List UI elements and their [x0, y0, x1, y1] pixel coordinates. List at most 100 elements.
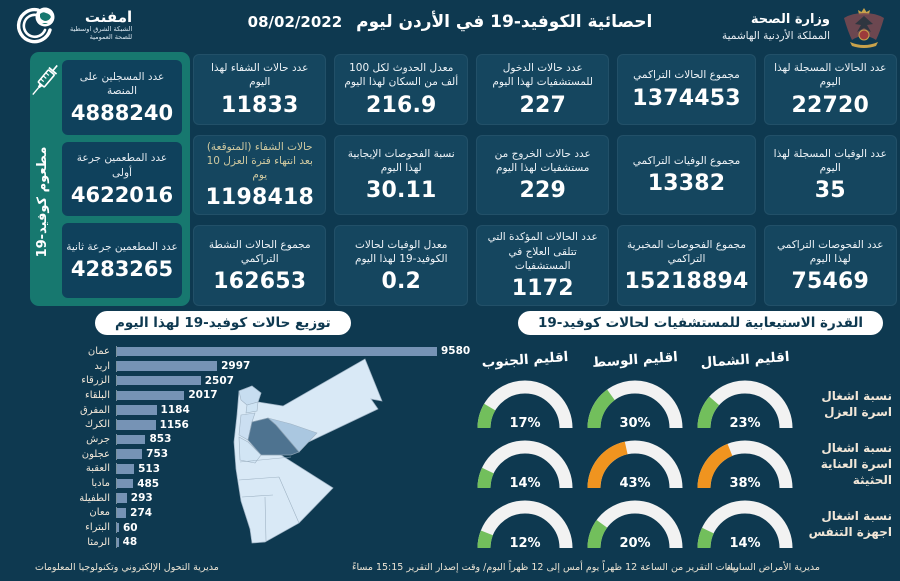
page-title: احصائية الكوفيد-19 في الأردن ليوم — [356, 12, 653, 32]
stats-grid: عدد الحالات المسجلة لهذا اليوم 22720 مجموع… — [193, 54, 897, 306]
bar — [117, 464, 135, 474]
report-date: 08/02/2022 — [247, 13, 343, 31]
gauge-value: 43% — [619, 476, 651, 491]
footer-diseases-directorate: مديرية الأمراض السارية — [726, 562, 820, 573]
stat-value: 4888240 — [70, 101, 174, 125]
title-block: احصائية الكوفيد-19 في الأردن ليوم 08/02/… — [248, 12, 653, 32]
gauge-arc — [477, 380, 573, 429]
bar-category-label: معان — [89, 507, 110, 519]
bar — [117, 361, 218, 371]
capacity-row-label: نسبة اشغال اسرة العناية الحثيثة — [820, 440, 892, 488]
bar-value-label: 1184 — [160, 404, 190, 417]
stat-card: مجموع الفحوصات المخبرية التراكمي 15218894 — [617, 225, 756, 306]
stat-value: 15218894 — [624, 268, 749, 294]
gauge-arc — [697, 380, 793, 429]
bar-row: العقبة 513 — [6, 462, 466, 477]
gauge: 43% — [580, 436, 690, 492]
bar — [117, 405, 157, 415]
kingdom-name: المملكة الأردنية الهاشمية — [721, 29, 830, 42]
stat-label: عدد الوفيات المسجلة لهذا اليوم — [773, 148, 887, 175]
bar-row: جرش 853 — [6, 432, 466, 447]
bar-category-label: الطفيلة — [79, 492, 110, 504]
stat-value: 4283265 — [70, 257, 174, 282]
gauge-grid: 17% 30% 23% نسبة اشغال اسرة العزل 14% 43% 38% ن… — [470, 376, 898, 552]
bar-value-label: 2017 — [188, 389, 218, 402]
bar-row: الزرقاء 2507 — [6, 373, 466, 388]
bar — [117, 478, 134, 489]
bar-row: معان 274 — [6, 506, 466, 521]
emphnet-name: امفنت — [84, 7, 133, 26]
bar — [117, 522, 119, 533]
stat-value: 229 — [519, 178, 566, 204]
bar-value-label: 485 — [137, 477, 160, 490]
gauge: 30% — [580, 376, 690, 432]
capacity-row-label: نسبة اشغال اسرة العزل — [821, 388, 892, 419]
bar-category-label: عجلون — [81, 448, 110, 460]
gauge: 38% — [690, 436, 800, 492]
stat-label: عدد المطعمين جرعة أولى — [76, 152, 168, 179]
bar-category-label: عمان — [87, 345, 110, 357]
bar-value-label: 293 — [130, 492, 153, 505]
bar — [117, 434, 146, 445]
bar — [117, 346, 437, 357]
bar-row: الكرك 1156 — [6, 417, 466, 432]
emphnet-subtitle-2: للصحة العمومية — [89, 32, 133, 41]
bar-category-label: مادبا — [91, 478, 110, 490]
stat-card: عدد الحالات المؤكدة التي تتلقى العلاج في… — [475, 225, 610, 306]
bar-value-label: 48 — [122, 536, 138, 549]
stat-label: عدد الفحوصات التراكمي لهذا اليوم — [776, 238, 884, 265]
footer: مديرية التحول الإلكتروني وتكنولوجيا المع… — [0, 562, 900, 578]
vaccination-stat-card: عدد المطعمين جرعة أولى 4622016 — [62, 141, 182, 217]
vaccination-panel: مطعوم كوفيد-19 عدد المسجلين على المنصة 48… — [30, 52, 190, 306]
stat-label: عدد الحالات المؤكدة التي تتلقى العلاج في… — [487, 231, 598, 272]
stat-label: عدد حالات الدخول للمستشفيات لهذا اليوم — [492, 62, 593, 89]
bar-zone: 274 — [116, 506, 153, 519]
bar-value-label: 1156 — [159, 418, 189, 431]
bar-row: عجلون 753 — [6, 447, 466, 462]
bar-zone: 2017 — [116, 389, 218, 402]
stat-card: عدد حالات الدخول للمستشفيات لهذا اليوم 22… — [475, 54, 610, 125]
gauge: 14% — [470, 436, 580, 492]
stat-label: معدل الحدوث لكل 100 ألف من السكان لهذا ا… — [344, 62, 459, 89]
bar-row: الرمثا 48 — [6, 535, 466, 550]
bar-zone: 60 — [116, 522, 138, 534]
jordan-map — [233, 358, 383, 544]
stat-value: 1172 — [511, 276, 574, 301]
emphnet-logo-block: امفنت الشبكة الشرق اوسطية للصحة العمومية — [10, 4, 132, 46]
emphnet-subtitle-1: الشبكة الشرق اوسطية — [70, 25, 133, 34]
bar-zone: 513 — [116, 462, 161, 475]
vaccination-stat-card: عدد المطعمين جرعة ثانية 4283265 — [62, 223, 182, 299]
stat-value: 1198418 — [205, 185, 315, 211]
bar-category-label: العقبة — [85, 463, 110, 475]
gauge-arc — [477, 440, 573, 489]
bar — [117, 390, 185, 401]
region-header: اقليم الوسط — [591, 349, 679, 371]
bar-row: البتراء 60 — [6, 520, 466, 535]
bar-row: المفرق 1184 — [6, 403, 466, 418]
bar-value-label: 274 — [130, 506, 153, 519]
bar-category-label: البلقاء — [85, 389, 110, 401]
bar-zone: 753 — [116, 448, 168, 460]
stat-value: 75469 — [791, 268, 870, 294]
bar-value-label: 513 — [138, 462, 161, 475]
stat-card: عدد حالات الخروج من مستشفيات لهذا اليوم 2… — [475, 134, 610, 216]
capacity-row-label: نسبة اشغال اجهزة التنفس — [808, 508, 892, 539]
vaccination-cards: عدد المسجلين على المنصة 4888240 عدد المطعم… — [60, 52, 190, 306]
stat-value: 11833 — [220, 92, 299, 118]
gauge: 14% — [690, 496, 800, 552]
stat-value: 227 — [519, 92, 566, 118]
stat-label: مجموع الحالات النشطة التراكمي — [208, 238, 311, 265]
capacity-title: القدرة الاستيعابية للمستشفيات لحالات كوف… — [518, 311, 884, 335]
stat-value: 30.11 — [365, 178, 437, 204]
stat-card: معدل الحدوث لكل 100 ألف من السكان لهذا ا… — [334, 54, 468, 125]
stat-value: 1374453 — [632, 85, 741, 111]
vaccination-side-strip: مطعوم كوفيد-19 — [30, 52, 60, 306]
bar — [117, 449, 143, 459]
stat-card: مجموع الحالات التراكمي 1374453 — [617, 54, 756, 125]
distribution-title: توزيع حالات كوفيد-19 لهذا اليوم — [95, 311, 351, 335]
gauge-arc — [587, 380, 683, 429]
stat-label: عدد حالات الخروج من مستشفيات لهذا اليوم — [494, 148, 591, 175]
stat-card: نسبة الفحوصات الإيجابية لهذا اليوم 30.11 — [334, 134, 468, 216]
footer-report-period: بيانات التقرير من الساعة 12 ظهراً يوم أم… — [352, 562, 739, 573]
gauge-value: 30% — [619, 416, 651, 431]
